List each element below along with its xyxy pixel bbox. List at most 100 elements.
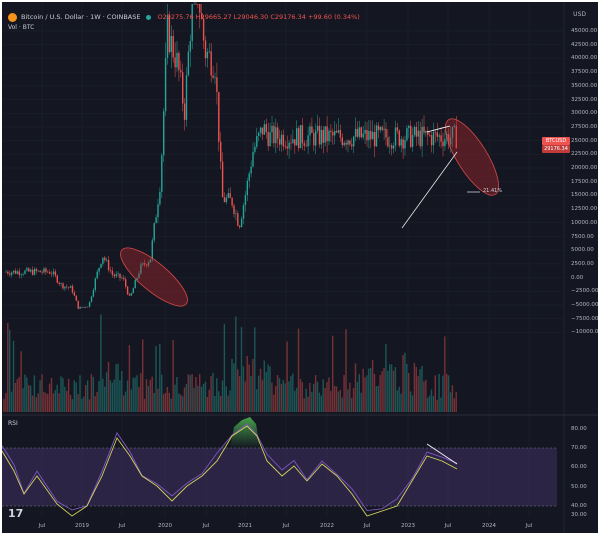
volume-bar	[455, 392, 457, 412]
candle	[155, 214, 157, 224]
candle	[49, 269, 51, 275]
price-axis-tick: −5000.00	[571, 302, 598, 308]
volume-bar	[45, 392, 47, 412]
candle	[125, 276, 127, 289]
symbol-title[interactable]: Bitcoin / U.S. Dollar · 1W · COINBASE	[21, 13, 141, 21]
volume-bar	[204, 381, 207, 412]
last-price-value-tag: 29176.34	[542, 145, 570, 153]
volume-bar	[164, 392, 167, 412]
candle	[286, 135, 288, 156]
candle	[425, 130, 427, 137]
volume-bar	[223, 323, 226, 412]
volume-bar	[442, 375, 444, 412]
price-axis-tick: 22500.00	[571, 151, 598, 158]
volume-bar	[170, 398, 172, 412]
volume-bar	[235, 316, 237, 412]
volume-bar	[440, 397, 442, 412]
candle	[98, 267, 100, 275]
ellipse-2019-highlight[interactable]	[113, 239, 195, 314]
candle	[43, 267, 45, 275]
candle	[438, 133, 440, 147]
volume-bar	[227, 395, 229, 412]
candle	[250, 160, 252, 178]
volume-bar	[313, 383, 315, 412]
volume-bar	[447, 375, 450, 412]
candle	[185, 67, 188, 127]
volume-bar	[134, 377, 136, 412]
time-axis-tick: 2019	[75, 523, 89, 529]
candle	[326, 116, 328, 153]
volume-bar	[153, 393, 155, 412]
candle	[277, 122, 279, 149]
volume-bar	[428, 395, 431, 412]
volume-bar	[29, 385, 32, 412]
candle	[180, 60, 182, 78]
candle	[377, 122, 380, 139]
volume-bar	[162, 394, 165, 412]
candle	[104, 255, 106, 263]
volume-bar	[117, 363, 119, 412]
volume-bar	[406, 363, 408, 412]
volume-bar	[85, 384, 87, 412]
resistance-trendline[interactable]	[426, 125, 451, 133]
time-axis-tick: Jul	[282, 523, 290, 529]
candle	[347, 139, 349, 153]
candle	[303, 140, 305, 152]
volume-bar	[332, 335, 334, 412]
rsi-axis-tick: 40.00	[571, 503, 587, 509]
candle	[191, 4, 193, 49]
volume-bar	[100, 314, 102, 412]
candle	[432, 122, 435, 154]
candle	[100, 263, 102, 269]
tradingview-logo[interactable]: 17	[8, 507, 24, 520]
candle	[119, 273, 121, 282]
candle	[349, 139, 351, 147]
volume-bar	[396, 390, 398, 412]
candle	[258, 131, 260, 142]
volume-bar	[168, 392, 170, 412]
volume-bar	[415, 367, 417, 412]
candle	[20, 273, 22, 279]
volume-bar	[26, 377, 28, 412]
volume-bar	[88, 399, 91, 412]
volume-bar	[200, 386, 203, 412]
candle	[210, 43, 212, 83]
rsi-divergence-line[interactable]	[426, 443, 458, 465]
rsi-label[interactable]: RSI	[8, 420, 18, 427]
volume-bar	[301, 382, 303, 412]
currency-label[interactable]: USD	[573, 11, 586, 18]
volume-bar	[189, 374, 191, 412]
ellipse-projection-highlight[interactable]	[436, 112, 508, 203]
volume-label[interactable]: Vol · BTC	[8, 24, 35, 31]
volume-bar	[12, 340, 15, 412]
volume-bar	[402, 355, 404, 412]
volume-bar	[94, 396, 96, 412]
candle	[364, 121, 366, 145]
candle	[368, 120, 370, 149]
candle	[356, 121, 359, 139]
candle	[275, 118, 277, 154]
candle	[419, 121, 421, 150]
candle	[233, 203, 235, 218]
volume-bar	[5, 392, 7, 412]
volume-bar	[453, 398, 455, 412]
volume-bar	[358, 374, 360, 412]
chart-header: Bitcoin / U.S. Dollar · 1W · COINBASE O2…	[8, 10, 360, 24]
time-axis-tick: 2023	[401, 523, 415, 529]
volume-bar	[18, 377, 20, 412]
volume-bar	[383, 367, 385, 412]
price-axis-tick: 42500.00	[571, 41, 598, 48]
candle	[320, 125, 323, 149]
candle	[183, 98, 186, 131]
candle	[240, 216, 243, 228]
volume-bar	[219, 396, 222, 412]
volume-bar	[330, 390, 332, 412]
candle	[242, 202, 245, 225]
candle	[107, 256, 110, 273]
volume-bar	[411, 395, 414, 412]
candle	[189, 34, 191, 68]
volume-bar	[75, 382, 77, 412]
candle	[387, 128, 389, 149]
support-trendline[interactable]	[401, 151, 458, 229]
